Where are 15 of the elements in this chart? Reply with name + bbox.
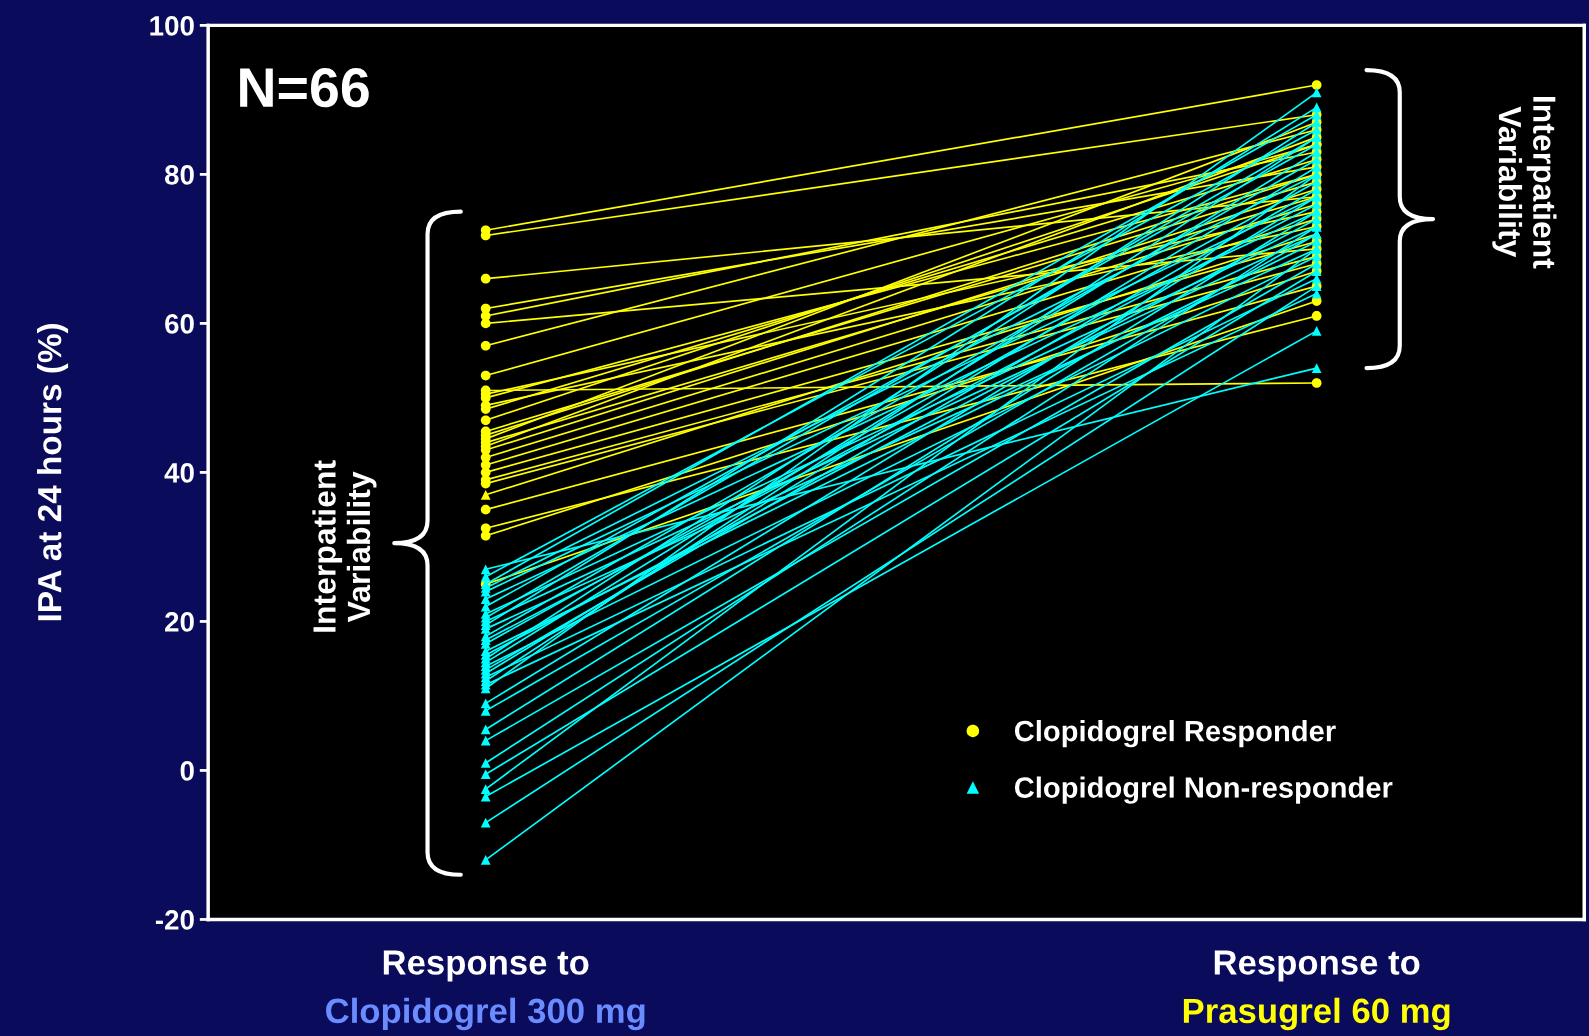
y-tick-label: 20 [165, 612, 194, 632]
legend-label: Clopidogrel Non-responder [1014, 776, 1393, 804]
y-tick-label: 80 [164, 165, 194, 185]
y-tick-label: 0 [180, 761, 194, 781]
x-tick-label: Response to Clopidogrel 300 mg [326, 950, 645, 1031]
annotation: Interpatient Variability [312, 460, 377, 632]
y-tick-label: 40 [164, 463, 194, 483]
y-tick-label: 100 [150, 16, 194, 36]
annotation: N=66 [240, 68, 369, 108]
x-tick-label: Response to Prasugrel 60 mg [1183, 950, 1450, 1031]
legend-label: Clopidogrel Responder [1014, 719, 1336, 748]
annotation: Interpatient Variability [1492, 97, 1557, 269]
y-tick-label: -20 [155, 910, 194, 930]
y-axis-title: IPA at 24 hours (%) [36, 324, 69, 621]
y-tick-label: 60 [165, 314, 194, 334]
